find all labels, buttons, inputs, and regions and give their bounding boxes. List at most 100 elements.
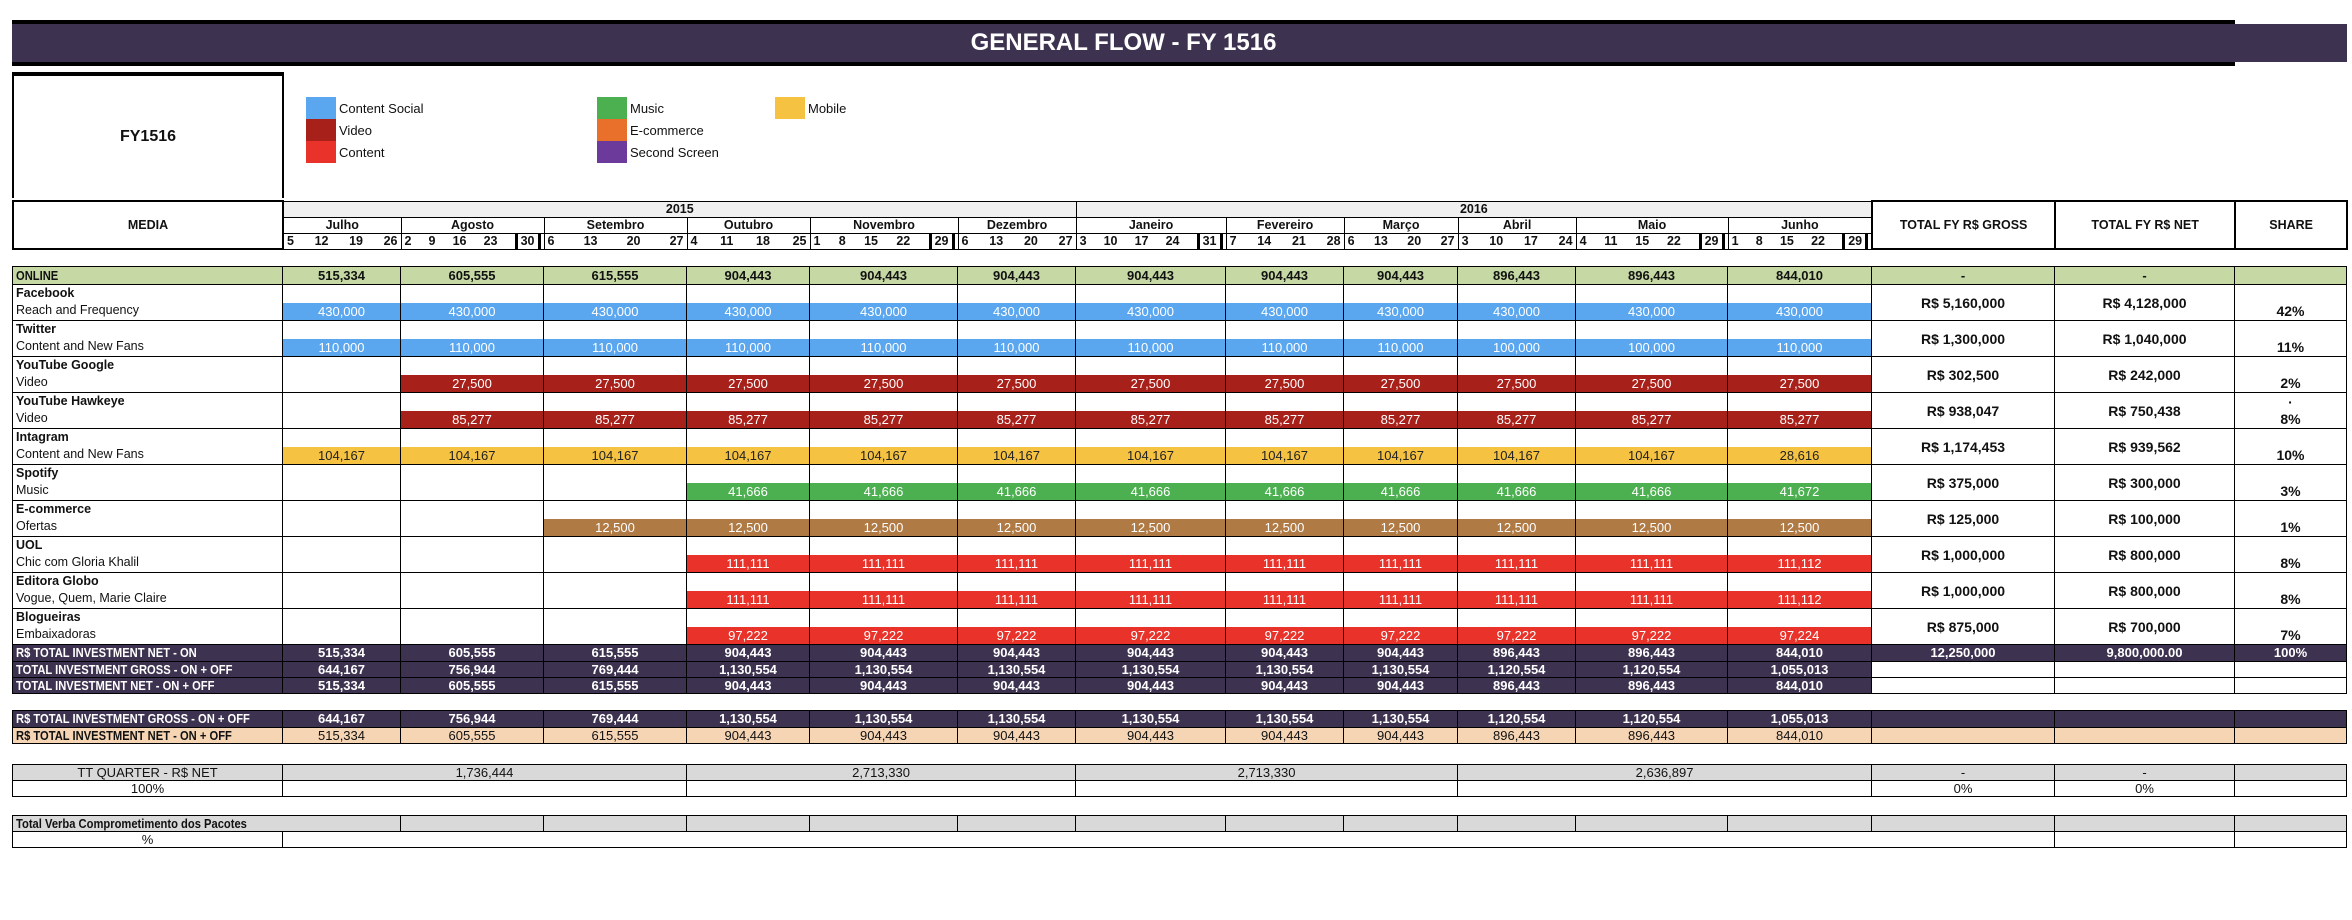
total-value[interactable]: 904,443 <box>686 727 810 744</box>
share-cell[interactable]: 2% <box>2234 356 2347 393</box>
month-cell[interactable]: 12,500 <box>809 500 958 537</box>
empty-cell[interactable] <box>2234 780 2348 797</box>
total-value[interactable]: 1,120,554 <box>1575 710 1728 728</box>
online-value[interactable]: 515,334 <box>282 266 401 285</box>
month-cell[interactable]: 41,666 <box>1343 464 1458 501</box>
month-cell[interactable]: 430,000 <box>1343 284 1458 321</box>
total-value[interactable]: 904,443 <box>957 677 1076 694</box>
total-value[interactable]: 615,555 <box>543 644 687 662</box>
total-gross[interactable]: R$ 302,500 <box>1871 356 2055 393</box>
month-cell[interactable]: 111,111 <box>957 572 1076 609</box>
share-header[interactable]: SHARE <box>2234 200 2349 250</box>
month-cell[interactable]: 27,500 <box>957 356 1076 393</box>
total-net[interactable]: R$ 800,000 <box>2054 572 2235 609</box>
quarter-value[interactable]: 2,713,330 <box>1075 764 1459 781</box>
month-cell[interactable]: 110,000 <box>1727 320 1872 357</box>
month-cell[interactable] <box>543 608 687 645</box>
month-header[interactable]: Dezembro <box>957 216 1077 234</box>
total-value[interactable]: 769,444 <box>543 661 687 678</box>
month-cell[interactable]: 104,167 <box>1225 428 1344 465</box>
week-days-cell[interactable]: 6 13 20 27 <box>957 232 1077 250</box>
total-value[interactable]: 515,334 <box>282 727 401 744</box>
month-cell[interactable]: 111,111 <box>1575 572 1728 609</box>
month-cell[interactable]: 430,000 <box>686 284 810 321</box>
month-cell[interactable]: 27,500 <box>809 356 958 393</box>
online-value[interactable]: 896,443 <box>1575 266 1728 285</box>
month-cell[interactable]: 85,277 <box>1457 392 1576 429</box>
media-name-cell[interactable]: Facebook Reach and Frequency <box>12 284 283 321</box>
empty-cell[interactable] <box>543 815 688 832</box>
month-cell[interactable]: 430,000 <box>1575 284 1728 321</box>
quarter-label[interactable]: TT QUARTER - R$ NET <box>12 764 283 781</box>
empty-cell[interactable] <box>2054 710 2235 728</box>
month-cell[interactable]: 27,500 <box>543 356 687 393</box>
month-cell[interactable]: 97,222 <box>1225 608 1344 645</box>
total-gross[interactable]: R$ 5,160,000 <box>1871 284 2055 321</box>
total-value[interactable]: 904,443 <box>686 644 810 662</box>
month-cell[interactable]: 12,500 <box>1457 500 1576 537</box>
total-value[interactable]: 896,443 <box>1575 677 1728 694</box>
month-cell[interactable]: 430,000 <box>809 284 958 321</box>
total-value[interactable]: 904,443 <box>1075 644 1226 662</box>
month-cell[interactable]: 111,111 <box>1343 572 1458 609</box>
month-header[interactable]: Novembro <box>809 216 959 234</box>
empty-cell[interactable] <box>2054 677 2235 694</box>
total-value[interactable]: 1,120,554 <box>1457 710 1576 728</box>
online-net[interactable]: - <box>2054 266 2235 285</box>
online-value[interactable]: 605,555 <box>400 266 544 285</box>
week-days-cell[interactable]: 1 8 15 22 29 <box>1727 232 1873 250</box>
month-cell[interactable] <box>543 536 687 573</box>
month-cell[interactable]: 110,000 <box>686 320 810 357</box>
empty-cell[interactable] <box>2234 815 2348 832</box>
empty-cell[interactable] <box>2234 831 2348 848</box>
empty-cell[interactable] <box>1871 661 2055 678</box>
media-name-cell[interactable]: UOL Chic com Gloria Khalil <box>12 536 283 573</box>
rs-gross-onoff-label-cell[interactable]: R$ TOTAL INVESTMENT GROSS - ON + OFF <box>12 710 283 728</box>
total-net[interactable]: R$ 750,438 <box>2054 392 2235 429</box>
total-value[interactable]: 615,555 <box>543 677 687 694</box>
total-net[interactable]: R$ 300,000 <box>2054 464 2235 501</box>
total-value[interactable]: 896,443 <box>1457 644 1576 662</box>
quarter-value[interactable]: 1,736,444 <box>281 764 688 781</box>
month-cell[interactable]: 27,500 <box>686 356 810 393</box>
online-value[interactable]: 904,443 <box>957 266 1076 285</box>
online-value[interactable]: 615,555 <box>543 266 687 285</box>
total-gross[interactable]: R$ 875,000 <box>1871 608 2055 645</box>
online-value[interactable]: 896,443 <box>1457 266 1576 285</box>
month-cell[interactable]: 41,666 <box>1075 464 1226 501</box>
month-cell[interactable]: 430,000 <box>400 284 544 321</box>
total-gross-header[interactable]: TOTAL FY R$ GROSS <box>1871 200 2057 250</box>
total-value[interactable]: 904,443 <box>1343 677 1458 694</box>
empty-cell[interactable] <box>400 815 545 832</box>
rs-net-onoff-label-cell[interactable]: R$ TOTAL INVESTMENT NET - ON + OFF <box>12 727 283 744</box>
month-cell[interactable]: 111,111 <box>686 572 810 609</box>
week-days-cell[interactable]: 5 12 19 26 <box>282 232 402 250</box>
media-name-cell[interactable]: Twitter Content and New Fans <box>12 320 283 357</box>
month-cell[interactable]: 85,277 <box>543 392 687 429</box>
month-cell[interactable]: 104,167 <box>282 428 401 465</box>
total-value[interactable]: 615,555 <box>543 727 687 744</box>
total-value[interactable]: 1,055,013 <box>1727 661 1872 678</box>
online-value[interactable]: 904,443 <box>1075 266 1226 285</box>
total-net[interactable]: R$ 939,562 <box>2054 428 2235 465</box>
total-value[interactable]: 904,443 <box>809 644 958 662</box>
month-header[interactable]: Junho <box>1727 216 1873 234</box>
online-gross[interactable]: - <box>1871 266 2055 285</box>
empty-cell[interactable] <box>2234 727 2347 744</box>
month-header[interactable]: Fevereiro <box>1225 216 1345 234</box>
share-cell[interactable]: · 8% <box>2234 392 2347 429</box>
empty-cell[interactable] <box>2054 661 2235 678</box>
empty-cell[interactable] <box>1871 815 2056 832</box>
month-cell[interactable]: 111,111 <box>686 536 810 573</box>
month-header[interactable]: Julho <box>282 216 402 234</box>
month-cell[interactable]: 12,500 <box>1343 500 1458 537</box>
share-cell[interactable]: 8% <box>2234 536 2347 573</box>
total-value[interactable]: 1,130,554 <box>957 661 1076 678</box>
month-header[interactable]: Setembro <box>543 216 688 234</box>
total-net-header[interactable]: TOTAL FY R$ NET <box>2054 200 2237 250</box>
month-cell[interactable]: 97,222 <box>1343 608 1458 645</box>
week-days-cell[interactable]: 7 14 21 28 <box>1225 232 1345 250</box>
share-cell[interactable]: 1% <box>2234 500 2347 537</box>
total-value[interactable]: 896,443 <box>1575 644 1728 662</box>
month-cell[interactable]: 104,167 <box>1343 428 1458 465</box>
